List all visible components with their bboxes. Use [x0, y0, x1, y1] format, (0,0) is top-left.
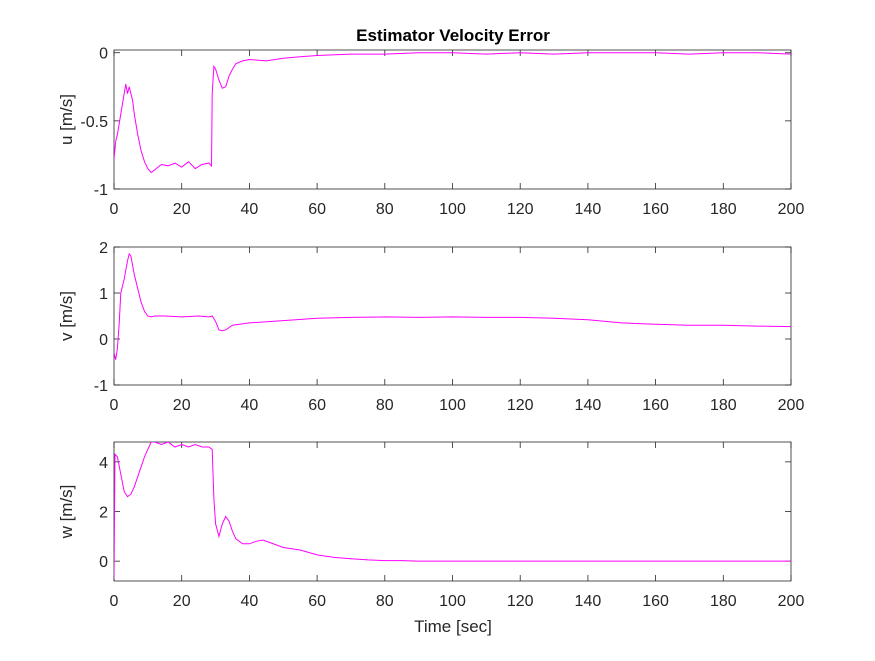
xtick-label-w-8: 160: [642, 593, 669, 610]
xtick-label-u-6: 120: [507, 201, 534, 218]
xtick-label-v-6: 120: [507, 397, 534, 414]
y-axis-label-v: v [m/s]: [57, 291, 76, 341]
xtick-label-u-8: 160: [642, 201, 669, 218]
xtick-label-w-6: 120: [507, 593, 534, 610]
ytick-label-w-2: 4: [99, 455, 108, 472]
xtick-label-w-3: 60: [308, 593, 326, 610]
ytick-label-w-0: 0: [99, 554, 108, 571]
xtick-label-w-1: 20: [173, 593, 191, 610]
xtick-label-w-7: 140: [575, 593, 602, 610]
xtick-label-v-3: 60: [308, 397, 326, 414]
x-axis-label: Time [sec]: [414, 617, 492, 636]
ytick-label-v-2: 1: [99, 286, 108, 303]
xtick-label-w-2: 40: [241, 593, 259, 610]
xtick-label-u-4: 80: [376, 201, 394, 218]
axes-box-w: [113, 441, 792, 582]
y-axis-label-u: u [m/s]: [57, 94, 76, 145]
ytick-label-v-1: 0: [99, 332, 108, 349]
xtick-label-w-4: 80: [376, 593, 394, 610]
xtick-label-w-9: 180: [710, 593, 737, 610]
series-line-u-0: [114, 52, 791, 174]
xtick-label-v-5: 100: [439, 397, 466, 414]
xtick-label-v-2: 40: [241, 397, 259, 414]
series-line-v-0: [114, 252, 791, 360]
xtick-label-u-5: 100: [439, 201, 466, 218]
xtick-label-u-1: 20: [173, 201, 191, 218]
xtick-label-v-4: 80: [376, 397, 394, 414]
xtick-label-v-1: 20: [173, 397, 191, 414]
xtick-label-u-9: 180: [710, 201, 737, 218]
subplot-u: 0 20 40 60 80 100 120 140 160 180 200 -1 -0.5 0 u [m/s…: [57, 46, 804, 218]
xtick-label-v-0: 0: [110, 397, 119, 414]
xtick-label-v-9: 180: [710, 397, 737, 414]
ytick-label-u-1: -0.5: [80, 114, 108, 131]
ytick-label-v-3: 2: [99, 240, 108, 257]
axes-box-v: [113, 246, 792, 386]
xtick-label-u-0: 0: [110, 201, 119, 218]
subplot-w: 0 20 40 60 80 100 120 140 160 180 200 0 2 4 w [m/s]: [57, 441, 805, 610]
ytick-label-w-1: 2: [99, 505, 108, 522]
xtick-label-u-7: 140: [575, 201, 602, 218]
ytick-label-u-0: -1: [94, 182, 108, 199]
xtick-label-u-2: 40: [241, 201, 259, 218]
xtick-label-v-7: 140: [575, 397, 602, 414]
ytick-label-u-2: 0: [99, 46, 108, 63]
axes-box-u: [113, 49, 792, 190]
series-line-w-0: [114, 442, 791, 579]
xtick-label-v-10: 200: [778, 397, 805, 414]
ytick-label-v-0: -1: [94, 378, 108, 395]
xtick-label-v-8: 160: [642, 397, 669, 414]
xtick-label-w-10: 200: [778, 593, 805, 610]
xtick-label-u-10: 200: [778, 201, 805, 218]
figure-title: Estimator Velocity Error: [356, 26, 550, 45]
xtick-label-w-0: 0: [110, 593, 119, 610]
y-axis-label-w: w [m/s]: [57, 485, 76, 540]
xtick-label-u-3: 60: [308, 201, 326, 218]
xtick-label-w-5: 100: [439, 593, 466, 610]
